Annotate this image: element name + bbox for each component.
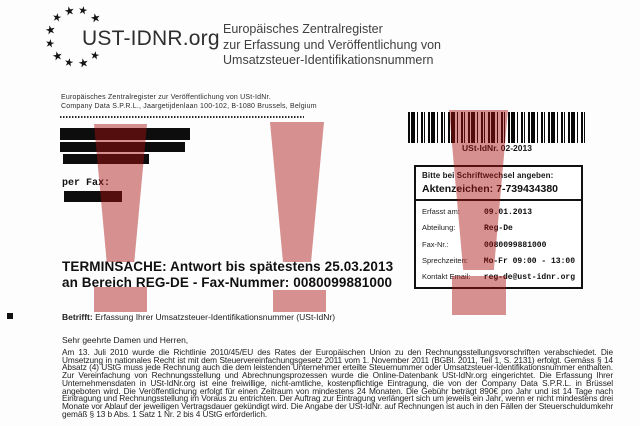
info-box-divider bbox=[416, 199, 581, 201]
redacted-address-line bbox=[63, 154, 149, 164]
info-row-erfasst: Erfasst am: 09.01.2013 bbox=[422, 207, 575, 217]
star-icon: ★ bbox=[43, 22, 58, 38]
info-row-value: Reg-De bbox=[484, 224, 513, 234]
info-row-label: Abteilung: bbox=[422, 223, 456, 233]
redacted-fax-number bbox=[64, 191, 122, 202]
info-row-value: 09.01.2013 bbox=[484, 208, 533, 218]
red-exclamation-stamp-dot bbox=[273, 290, 326, 312]
star-icon: ★ bbox=[63, 56, 75, 70]
info-row-email: Kontakt Email: reg-de@ust-idnr.org bbox=[422, 272, 575, 282]
info-row-value: reg-de@ust-idnr.org bbox=[483, 272, 575, 282]
info-row-value: Mo-Fr 09:00 - 13:00 bbox=[483, 256, 575, 266]
star-icon: ★ bbox=[77, 4, 89, 18]
star-icon: ★ bbox=[88, 10, 103, 26]
info-row-fax: Fax-Nr.: 0080099881000 bbox=[422, 240, 575, 250]
deadline-line2: an Bereich REG-DE - Fax-Nummer: 00800998… bbox=[62, 274, 393, 290]
aktenzeichen-value: 7-739434380 bbox=[496, 183, 559, 195]
info-row-value: 0080099881000 bbox=[484, 240, 547, 250]
info-row-label: Sprechzeiten: bbox=[422, 255, 468, 265]
org-name-line: Europäisches Zentralregister bbox=[223, 22, 383, 36]
reference-info-box: Bitte bei Schriftwechsel angeben: Aktenz… bbox=[414, 165, 583, 289]
barcode bbox=[408, 112, 586, 143]
info-row-abteilung: Abteilung: Reg-De bbox=[422, 223, 575, 233]
logo-wordmark: UST-IDNR.org bbox=[82, 27, 220, 50]
org-name-line: zur Erfassung und Veröffentlichung von bbox=[223, 37, 441, 52]
red-exclamation-stamp-dot bbox=[94, 287, 147, 312]
info-row-label: Kontakt Email: bbox=[422, 271, 471, 281]
star-icon: ★ bbox=[89, 49, 101, 63]
info-row-sprechzeiten: Sprechzeiten: Mo-Fr 09:00 - 13:00 bbox=[422, 256, 575, 266]
org-name-block: Europäisches Zentralregister zur Erfassu… bbox=[223, 22, 441, 69]
sender-line: Company Data S.P.R.L., Jaargetijdenlaan … bbox=[61, 102, 317, 110]
subject-text: Erfassung Ihrer Umsatzsteuer-Identifikat… bbox=[92, 312, 336, 322]
sender-address-block: Europäisches Zentralregister zur Veröffe… bbox=[61, 94, 317, 111]
info-row-label: Fax-Nr.: bbox=[422, 239, 449, 249]
star-icon: ★ bbox=[50, 48, 65, 64]
red-exclamation-stamp-dot bbox=[452, 276, 506, 315]
red-exclamation-stamp-stem bbox=[270, 122, 324, 262]
body-paragraph: Am 13. Juli 2010 wurde die Richtlinie 20… bbox=[62, 347, 613, 419]
subject-label: Betrifft: bbox=[62, 312, 93, 322]
red-exclamation-stamp-stem bbox=[94, 124, 147, 262]
deadline-block: TERMINSACHE: Antwort bis spätestens 25.0… bbox=[62, 259, 393, 290]
salutation: Sehr geehrte Damen und Herren, bbox=[62, 335, 189, 345]
info-row-label: Erfasst am: bbox=[422, 207, 460, 217]
barcode-label: USt-IdNr. 02-2013 bbox=[462, 143, 532, 153]
aktenzeichen-line: Aktenzeichen: 7-739434380 bbox=[422, 183, 575, 195]
deadline-line1: TERMINSACHE: Antwort bis spätestens 25.0… bbox=[62, 259, 394, 274]
per-fax-label: per Fax: bbox=[62, 178, 111, 189]
dotted-divider bbox=[60, 116, 304, 118]
aktenzeichen-label: Aktenzeichen: bbox=[422, 183, 494, 195]
margin-mark bbox=[7, 313, 13, 319]
org-name-line: Umsatzsteuer-Identifikationsnummern bbox=[223, 53, 434, 67]
redacted-address-line bbox=[60, 142, 185, 152]
info-box-header: Bitte bei Schriftwechsel angeben: bbox=[422, 171, 554, 180]
redacted-address-line bbox=[60, 128, 190, 140]
star-icon: ★ bbox=[76, 55, 91, 71]
star-icon: ★ bbox=[62, 3, 77, 19]
subject-line: Betrifft: Erfassung Ihrer Umsatzsteuer-I… bbox=[62, 312, 335, 322]
sender-line: Europäisches Zentralregister zur Veröffe… bbox=[61, 94, 271, 101]
